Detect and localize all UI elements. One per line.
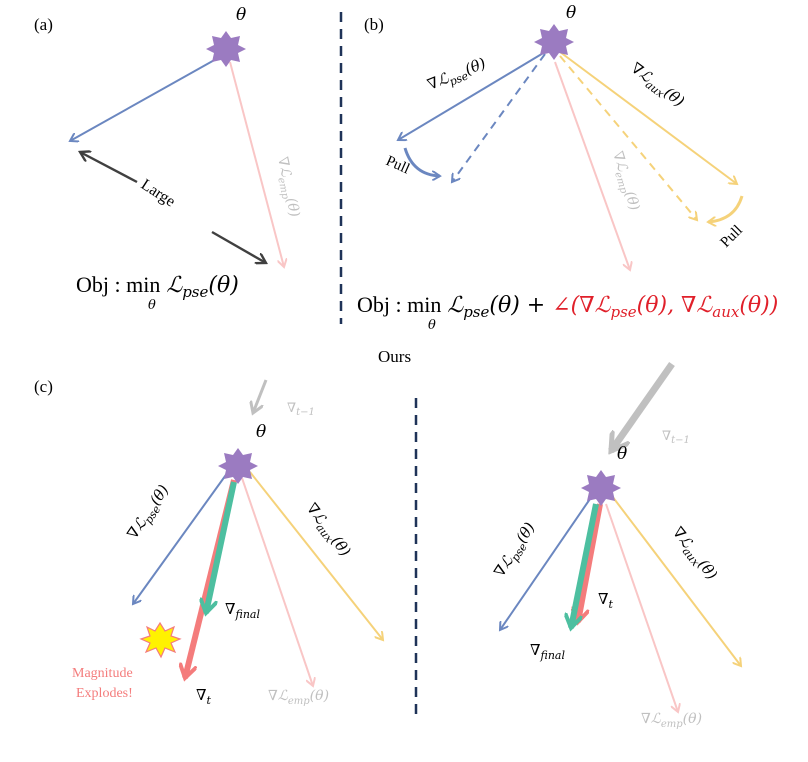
panel-c-left-theta: θ <box>256 422 266 442</box>
panel-c-tag: (c) <box>34 377 53 396</box>
panel-c-right-emp-arrow <box>605 503 678 712</box>
panel-c-right-emp-label: ∇ℒemp(θ) <box>641 711 702 730</box>
panel-c-left-emp-label: ∇ℒemp(θ) <box>268 688 329 707</box>
panel-b: (b) θ Pull Pull ∇ℒpse(θ) ∇ℒaux(θ) ∇ℒemp(… <box>357 3 778 333</box>
panel-c-right-theta-star <box>581 470 621 506</box>
svg-text:∇final: ∇final <box>530 641 565 662</box>
panel-a-pse-arrow <box>70 57 219 141</box>
panel-b-emp-arrow <box>554 61 630 270</box>
svg-text:∇ℒaux(θ): ∇ℒaux(θ) <box>300 500 354 562</box>
panel-b-pull-left-curve <box>403 147 440 176</box>
panel-b-theta: θ <box>566 3 576 23</box>
panel-b-tag: (b) <box>364 15 384 34</box>
panel-b-objective-under: θ <box>428 318 436 333</box>
panel-c-right-prev-arrow <box>608 361 675 451</box>
svg-text:∇t: ∇t <box>196 686 211 707</box>
panel-c-left-aux-label: ∇ℒaux(θ) <box>300 500 355 562</box>
svg-text:∇ℒemp(θ): ∇ℒemp(θ) <box>641 711 702 730</box>
panel-a-objective-under: θ <box>148 298 156 313</box>
ours-label: Ours <box>378 347 411 366</box>
panel-c-left: (c) ∇t−1 θ ∇ℒpse(θ) ∇ℒaux(θ) ∇ℒemp(θ) ∇f… <box>34 377 383 707</box>
svg-text:∇t−1: ∇t−1 <box>662 429 690 446</box>
panel-a-large-label: Large <box>138 176 178 210</box>
svg-text:∇ℒaux(θ): ∇ℒaux(θ) <box>666 523 721 585</box>
panel-a-tag: (a) <box>34 15 53 34</box>
svg-text:∇t: ∇t <box>598 590 613 611</box>
panel-b-emp-label: ∇ℒemp(θ) <box>606 149 642 213</box>
panel-a-emp-label: ∇ℒemp(θ) <box>271 156 302 220</box>
panel-a-theta: θ <box>236 5 246 25</box>
panel-b-pull-right-curve <box>708 195 744 222</box>
panel-c-left-warning-line2: Explodes! <box>76 686 133 701</box>
panel-a-large-arrow-down <box>211 230 266 263</box>
explosion-icon <box>139 621 182 659</box>
panel-a-emp-arrow <box>229 61 284 267</box>
panel-c-right: ∇t−1 θ ∇ℒpse(θ) ∇ℒaux(θ) ∇ℒemp(θ) ∇t ∇fi… <box>490 361 741 730</box>
panel-c-left-final-arrow <box>206 481 237 613</box>
panel-b-aux-dashed-arrow <box>559 55 697 220</box>
panel-b-aux-arrow <box>559 51 737 184</box>
panel-a-theta-star <box>206 31 246 67</box>
panel-c-left-warning-line1: Magnitude <box>72 666 133 681</box>
panel-c-left-pse-label: ∇ℒpse(θ) <box>123 481 175 544</box>
panel-c-left-final-label: ∇final <box>225 600 260 621</box>
panel-c-left-emp-arrow <box>241 477 313 686</box>
svg-text:∇ℒpse(θ): ∇ℒpse(θ) <box>490 519 541 582</box>
panel-b-theta-star <box>534 24 574 60</box>
panel-c-right-final-arrow <box>571 503 599 628</box>
panel-b-pull-right: Pull <box>718 222 746 250</box>
panel-a-large-arrow-up <box>80 152 138 184</box>
panel-c-right-aux-label: ∇ℒaux(θ) <box>666 523 721 585</box>
panel-c-left-pse-arrow <box>133 471 229 604</box>
panel-c-right-pse-arrow <box>500 495 593 630</box>
svg-text:∇t−1: ∇t−1 <box>287 401 315 418</box>
panel-c-right-final-label: ∇final <box>530 641 565 662</box>
panel-c-right-pse-label: ∇ℒpse(θ) <box>490 519 541 582</box>
panel-c-right-prev-label: ∇t−1 <box>662 429 690 446</box>
panel-c-left-aux-arrow <box>249 471 383 640</box>
panel-a: (a) θ Large ∇ℒemp(θ) Obj : min ℒpse(θ) θ <box>34 5 302 313</box>
panel-b-pse-arrow <box>398 51 546 140</box>
svg-text:∇ℒemp(θ): ∇ℒemp(θ) <box>268 688 329 707</box>
panel-b-pse-dashed-arrow <box>452 53 546 182</box>
svg-text:∇ℒaux(θ): ∇ℒaux(θ) <box>626 59 688 113</box>
panel-c-left-t-label: ∇t <box>196 686 211 707</box>
panel-c-right-aux-arrow <box>611 495 741 666</box>
svg-text:∇ℒpse(θ): ∇ℒpse(θ) <box>123 481 175 544</box>
panel-a-objective: Obj : min ℒpse(θ) θ <box>76 272 239 313</box>
panel-c-right-t-arrow <box>578 503 603 622</box>
svg-text:∇final: ∇final <box>225 600 260 621</box>
svg-text:∇ℒemp(θ): ∇ℒemp(θ) <box>606 149 642 213</box>
panel-c-left-theta-star <box>218 448 258 484</box>
panel-c-left-prev-arrow <box>253 379 268 413</box>
panel-c-right-theta: θ <box>617 444 627 464</box>
svg-text:∇ℒemp(θ): ∇ℒemp(θ) <box>271 156 302 220</box>
panel-c-right-t-label: ∇t <box>598 590 613 611</box>
panel-b-objective: Obj : min ℒpse(θ) + ∠(∇ℒpse(θ), ∇ℒaux(θ))… <box>357 292 778 333</box>
panel-c-left-prev-label: ∇t−1 <box>287 401 315 418</box>
panel-b-aux-label: ∇ℒaux(θ) <box>626 59 688 113</box>
